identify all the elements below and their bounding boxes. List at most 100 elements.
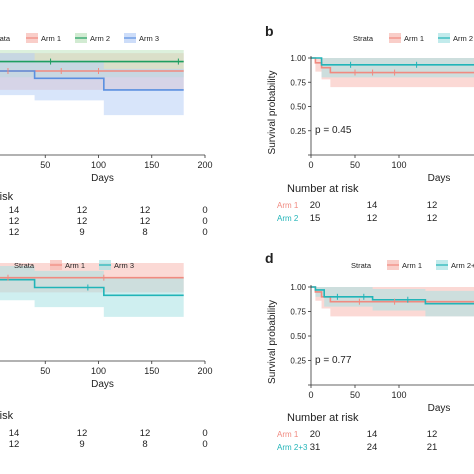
risk-table: risk1412120121212012980	[0, 191, 208, 238]
x-tick-label: 50	[40, 160, 50, 170]
legend-title: Strata	[14, 261, 35, 270]
km-curve-arm3	[0, 70, 184, 91]
risk-row-label: Arm 2	[277, 214, 299, 223]
risk-table: Number at risk Arm 1 20 14 12 Arm 2+3 31 24 21	[277, 412, 437, 453]
legend-entry: Arm 3	[139, 34, 159, 43]
risk-row-label: Arm 2+3	[277, 443, 308, 452]
x-tick-label: 0	[308, 390, 313, 400]
y-tick-label: 0.25	[290, 357, 306, 366]
risk-value: 0	[202, 216, 207, 227]
risk-value: 12	[140, 205, 151, 216]
risk-value: 8	[142, 227, 147, 238]
risk-row-label: Arm 1	[277, 201, 299, 210]
risk-value: 20	[310, 429, 321, 440]
x-tick-label: 100	[91, 366, 106, 376]
panel-label: b	[265, 23, 274, 39]
x-axis-label: Days	[91, 379, 114, 390]
ci-band-arm2_teal	[0, 265, 184, 317]
y-tick-label: 1.00	[290, 283, 306, 292]
risk-value: 12	[427, 200, 438, 211]
risk-table-title: Number at risk	[287, 412, 359, 424]
x-tick-label: 200	[197, 366, 212, 376]
km-curve-arm2_teal	[311, 57, 474, 66]
risk-value: 12	[77, 205, 88, 216]
risk-value: 0	[202, 439, 207, 450]
legend: Strata Arm 1 Arm 2+	[351, 260, 474, 270]
legend-entry: Arm 2+	[451, 261, 474, 270]
y-axis-label: Survival probability	[267, 300, 278, 384]
x-tick-label: 100	[391, 160, 406, 170]
risk-value: 24	[367, 442, 378, 453]
ci-band-arm3	[0, 53, 184, 116]
risk-value: 12	[427, 429, 438, 440]
risk-value: 12	[140, 428, 151, 439]
legend-entry: Arm 1	[65, 261, 85, 270]
legend-entry: Arm 2	[453, 34, 473, 43]
risk-table: risk141212012980	[0, 410, 208, 450]
risk-value: 0	[202, 227, 207, 238]
panel-label: d	[265, 250, 274, 266]
legend: Strata Arm 1 Arm 2 Arm 3	[0, 33, 159, 43]
x-tick-label: 100	[91, 160, 106, 170]
ci-band-arm2_teal	[311, 58, 474, 78]
risk-value: 21	[427, 442, 438, 453]
risk-value: 12	[9, 216, 20, 227]
legend-entry: Arm 2	[90, 34, 110, 43]
risk-value: 12	[77, 216, 88, 227]
x-axis-label: Days	[428, 173, 451, 184]
legend-title: Strata	[351, 261, 372, 270]
x-tick-label: 50	[40, 366, 50, 376]
x-tick-label: 150	[144, 366, 159, 376]
x-tick-label: 200	[197, 160, 212, 170]
y-tick-label: 0.75	[290, 308, 306, 317]
panel-b: 0 50 100 Days 0.25 0.50 0.75 1.00 Survival proba…	[265, 23, 474, 224]
x-tick-label: 100	[391, 390, 406, 400]
risk-value: 12	[9, 439, 20, 450]
panel-a: 50 100 150 200 Days Strata Arm 1 Arm 2 Arm 3 risk…	[0, 33, 213, 238]
risk-value: 12	[9, 227, 20, 238]
legend-entry: Arm 1	[404, 34, 424, 43]
legend-entry: Arm 1	[41, 34, 61, 43]
risk-value: 14	[367, 429, 378, 440]
y-tick-label: 0.25	[290, 127, 306, 136]
x-tick-label: 0	[308, 160, 313, 170]
legend-title: Strata	[0, 34, 11, 43]
risk-value: 8	[142, 439, 147, 450]
x-axis-label: Days	[428, 403, 451, 414]
risk-value: 9	[79, 227, 84, 238]
y-tick-label: 0.50	[290, 332, 306, 341]
risk-value: 9	[79, 439, 84, 450]
p-value: p = 0.45	[315, 125, 352, 136]
y-tick-label: 0.75	[290, 78, 306, 87]
x-tick-label: 150	[144, 160, 159, 170]
km-curve-arm2_teal	[0, 278, 184, 297]
km-curve-arm2_teal	[311, 286, 474, 305]
plot-area	[0, 263, 184, 317]
x-tick-label: 50	[350, 390, 360, 400]
y-tick-label: 1.00	[290, 54, 306, 63]
legend: Strata Arm 1 Arm 3	[14, 260, 134, 270]
risk-value: 14	[9, 205, 20, 216]
risk-row-label: Arm 1	[277, 430, 299, 439]
risk-table-title: risk	[0, 191, 14, 203]
risk-value: 14	[367, 200, 378, 211]
legend-entry: Arm 3	[114, 261, 134, 270]
legend: Strata Arm 1 Arm 2	[353, 33, 473, 43]
x-axis-label: Days	[91, 173, 114, 184]
risk-table-title: risk	[0, 410, 14, 422]
risk-value: 12	[77, 428, 88, 439]
y-axis-label: Survival probability	[267, 71, 278, 155]
risk-value: 0	[202, 205, 207, 216]
p-value: p = 0.77	[315, 355, 352, 366]
legend-entry: Arm 1	[402, 261, 422, 270]
plot-area	[311, 57, 474, 88]
risk-value: 12	[367, 213, 378, 224]
x-tick-label: 50	[350, 160, 360, 170]
plot-area	[0, 50, 184, 116]
plot-area	[311, 286, 474, 317]
legend-title: Strata	[353, 34, 374, 43]
risk-value: 14	[9, 428, 20, 439]
risk-value: 15	[310, 213, 321, 224]
